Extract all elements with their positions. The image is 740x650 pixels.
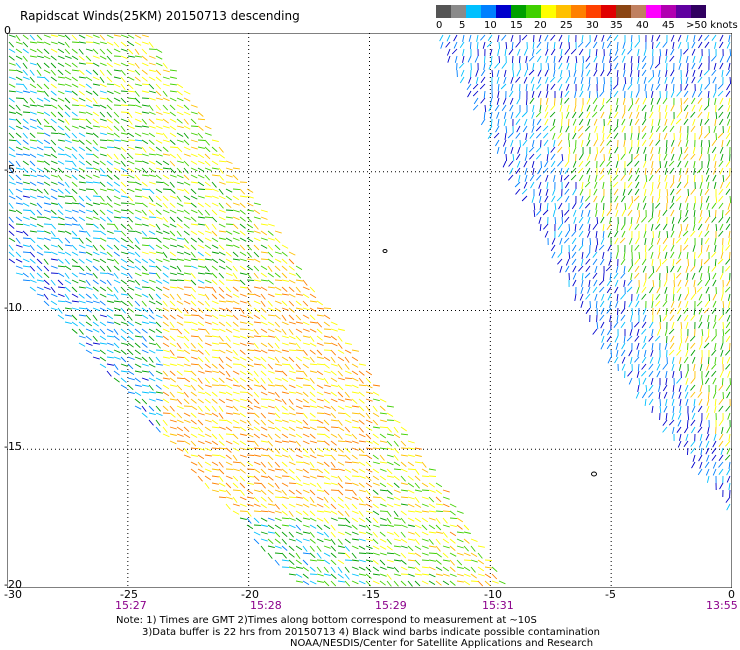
legend-ticks: 0 5 10 15 20 25 30 35 40 45 >50 knots — [436, 18, 738, 32]
time-label: 15:29 — [375, 599, 407, 612]
time-label: 13:55 — [706, 599, 738, 612]
legend-swatch — [451, 5, 466, 18]
legend-swatch — [556, 5, 571, 18]
credit-line: NOAA/NESDIS/Center for Satellite Applica… — [290, 638, 594, 649]
y-tick-label: -20 — [4, 578, 22, 591]
x-tick-label: -30 — [4, 588, 22, 601]
wind-swath — [8, 34, 506, 587]
map-title: Rapidscat Winds(25KM) 20150713 descendin… — [20, 9, 300, 23]
legend-tick-label: 35 — [610, 20, 623, 31]
legend-tick-label: 20 — [534, 20, 547, 31]
wind-swaths — [8, 34, 732, 587]
legend-swatch — [601, 5, 616, 18]
legend-swatch — [511, 5, 526, 18]
legend-swatch — [691, 5, 706, 18]
legend-tick-label: >50 knots — [686, 20, 738, 31]
island-outlines — [382, 249, 597, 477]
legend-tick-label: 45 — [662, 20, 675, 31]
y-tick-label: -15 — [4, 440, 22, 453]
time-label: 15:27 — [115, 599, 147, 612]
y-tick-label: -5 — [4, 163, 15, 176]
legend-swatch — [571, 5, 586, 18]
legend-tick-label: 25 — [560, 20, 573, 31]
legend-swatch — [526, 5, 541, 18]
legend-swatch — [436, 5, 451, 18]
legend-tick-label: 15 — [510, 20, 523, 31]
x-tick-label: -15 — [362, 588, 380, 601]
y-tick-label: -10 — [4, 301, 22, 314]
legend-swatch — [676, 5, 691, 18]
legend-swatch — [466, 5, 481, 18]
legend-swatch — [586, 5, 601, 18]
legend-swatch — [616, 5, 631, 18]
legend-swatch — [496, 5, 511, 18]
wind-speed-legend: 0 5 10 15 20 25 30 35 40 45 >50 knots — [436, 5, 738, 37]
x-tick-label: -5 — [605, 588, 616, 601]
x-tick-label: -10 — [484, 588, 502, 601]
x-tick-label: -25 — [120, 588, 138, 601]
note-line-1: Note: 1) Times are GMT 2)Times along bot… — [116, 615, 537, 626]
wind-barb-map — [7, 33, 732, 588]
legend-swatch — [646, 5, 661, 18]
wind-swath — [439, 34, 732, 511]
x-tick-label: -20 — [241, 588, 259, 601]
x-tick-label: 0 — [728, 588, 735, 601]
lat-lon-grid — [7, 33, 732, 588]
legend-tick-label: 30 — [586, 20, 599, 31]
note-line-2: 3)Data buffer is 22 hrs from 20150713 4)… — [142, 627, 600, 638]
y-tick-label: 0 — [4, 24, 11, 37]
legend-tick-label: 0 — [436, 20, 443, 31]
legend-color-bar — [436, 5, 736, 18]
legend-tick-label: 5 — [459, 20, 466, 31]
time-label: 15:28 — [250, 599, 282, 612]
time-label: 15:31 — [482, 599, 514, 612]
legend-swatch — [481, 5, 496, 18]
legend-tick-label: 10 — [484, 20, 497, 31]
legend-tick-label: 40 — [636, 20, 649, 31]
legend-swatch — [541, 5, 556, 18]
legend-swatch — [661, 5, 676, 18]
legend-swatch — [631, 5, 646, 18]
